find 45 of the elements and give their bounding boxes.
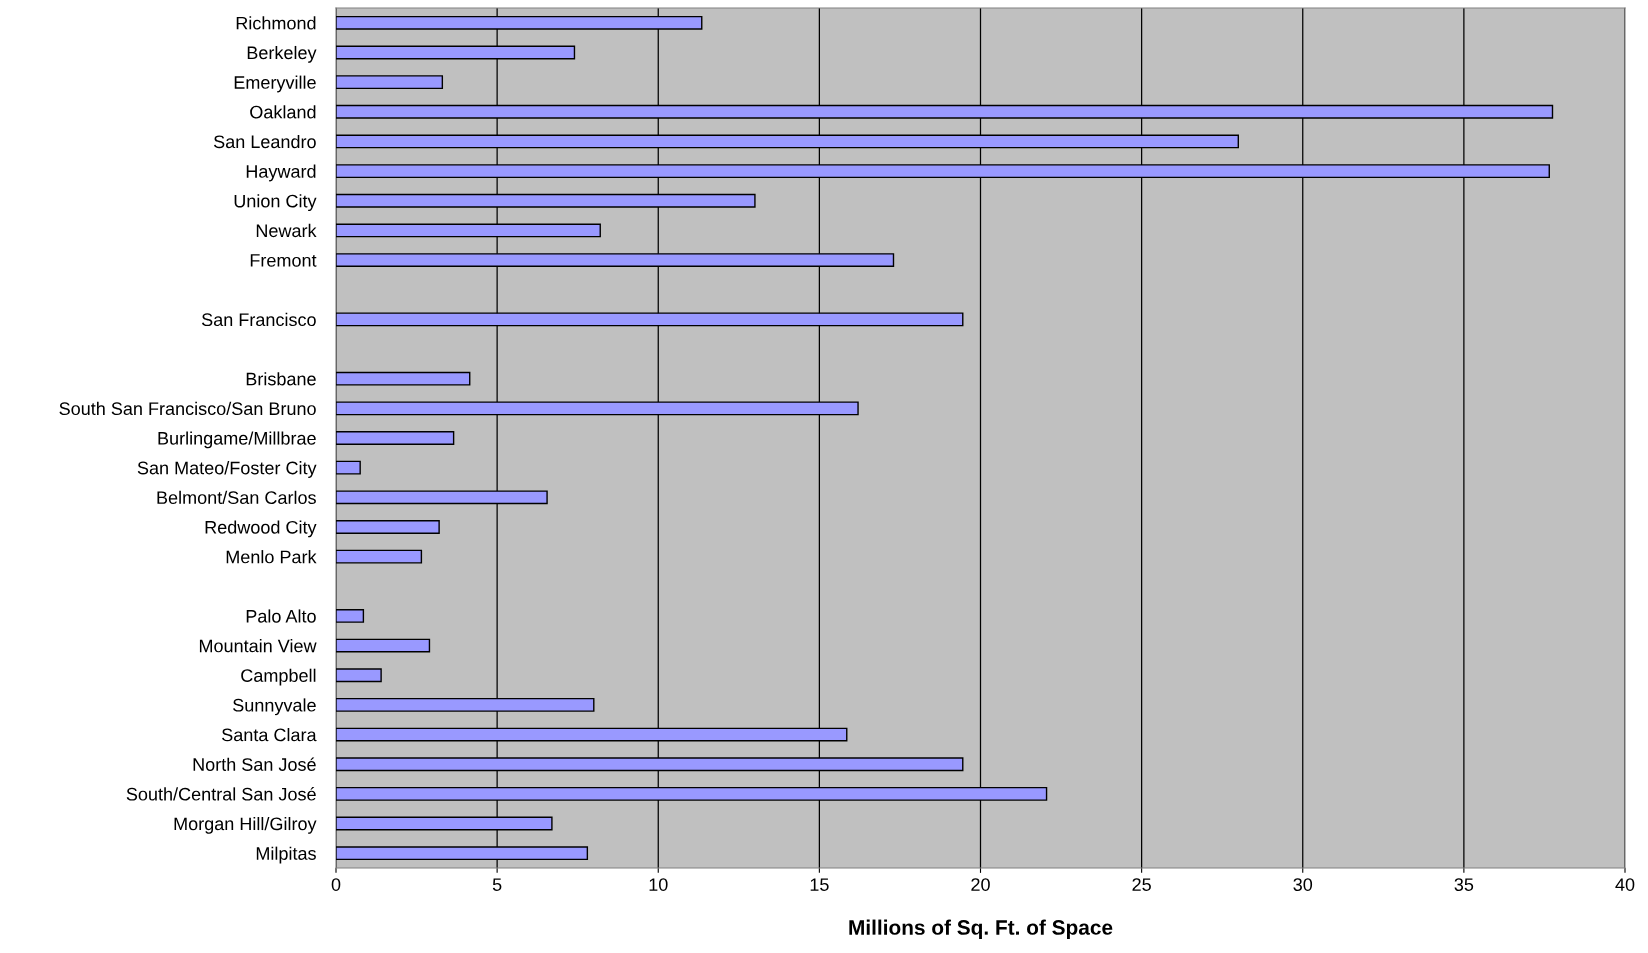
y-tick-label: Palo Alto [246,609,316,623]
y-tick-label: Hayward [246,164,316,182]
bar [336,668,382,683]
x-tick-label: 10 [649,878,668,891]
x-tick-label: 20 [971,878,990,891]
y-tick-label: Campbell [241,668,316,686]
bar [336,75,444,90]
y-tick-label: Union City [234,194,317,212]
bar [336,609,365,623]
bar [336,431,455,445]
y-tick-label: San Leandro [213,134,316,149]
bar [336,520,440,534]
y-tick-label: North San José [193,757,316,771]
x-tick-label: 40 [1615,878,1635,891]
y-tick-label: Berkeley [247,45,317,63]
y-tick-label: Menlo Park [226,550,317,564]
y-tick-label: Burlingame/Millbrae [158,431,316,449]
y-tick-label: San Francisco [201,312,316,327]
bar [336,460,361,475]
x-tick-label: 15 [810,878,829,891]
y-tick-label: Brisbane [246,372,316,386]
y-tick-label: Mountain View [199,639,317,653]
y-tick-label: South San Francisco/San Bruno [59,401,316,416]
y-tick-label: Emeryville [234,75,316,93]
x-tick-label: 5 [492,878,502,891]
x-tick-label: 30 [1293,878,1313,891]
bar [336,371,471,386]
y-tick-label: Richmond [236,16,316,30]
y-tick-label: Newark [256,223,317,238]
x-axis-title: Millions of Sq. Ft. of Space [849,919,1113,939]
x-tick-label: 0 [331,878,341,891]
y-tick-label: Belmont/San Carlos [157,490,316,505]
y-tick-label: Morgan Hill/Gilroy [174,816,317,834]
x-tick-label: 35 [1454,878,1474,891]
y-tick-label: Oakland [250,105,316,119]
y-tick-label: Sunnyvale [233,698,316,716]
y-tick-label: San Mateo/Foster City [137,461,317,478]
y-tick-label: Santa Clara [222,728,317,742]
y-tick-label: South/Central San José [126,787,316,801]
bar [336,638,431,653]
x-tick-label: 25 [1132,878,1151,891]
y-tick-label: Milpitas [256,846,316,864]
y-tick-label: Fremont [250,254,317,267]
y-tick-label: Redwood City [205,520,317,538]
bar [336,549,423,564]
